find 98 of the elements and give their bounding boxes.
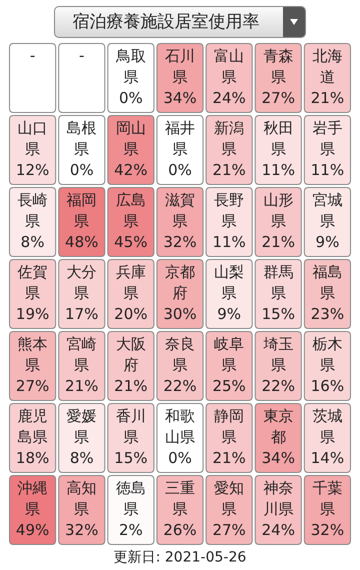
chart-title: 宿泊療養施設居室使用率 [72,11,260,34]
annotation: 滋賀県 [165,190,195,230]
data-label: 11% [212,232,246,251]
data-label: 8% [70,448,94,467]
annotation: 京都府 [165,262,195,302]
data-label: 2% [118,520,143,539]
data-label: 42% [114,160,148,179]
data-label: 21% [310,88,344,107]
annotation: 岩手県 [312,118,342,158]
annotation: 埼玉県 [262,334,294,374]
data-label: 11% [310,160,344,179]
annotation: 群馬県 [263,262,294,302]
data-label: 21% [114,376,148,395]
data-label: 21% [212,160,246,179]
annotation: 東京都 [263,406,294,446]
annotation: 高知県 [66,478,97,518]
annotation: 宮崎県 [66,334,97,374]
annotation: 和歌山県 [165,406,195,446]
annotation: 佐賀県 [18,262,48,302]
annotation: 鹿児島県 [18,406,48,446]
annotation: 山口県 [18,118,48,158]
annotation: 広島県 [116,190,146,230]
data-label: 34% [163,88,197,107]
annotation: 宮城県 [312,190,342,230]
data-label: 14% [310,448,344,467]
data-label: 32% [163,232,197,251]
data-label: 24% [262,520,295,539]
data-label: 32% [310,520,344,539]
data-label: 27% [262,88,295,107]
annotation: 香川県 [116,406,146,446]
annotation: 三重県 [165,478,195,518]
data-label: 21% [212,448,246,467]
annotation: 長野県 [214,190,244,230]
data-label: 0% [168,160,192,179]
data-label: 27% [212,520,246,539]
data-label: 21% [65,376,98,395]
annotation: 熊本県 [18,334,48,374]
data-label: 9% [316,232,340,251]
annotation: 青森県 [263,46,294,86]
annotation: 富山県 [214,46,244,86]
annotation: 福岡県 [66,190,97,230]
annotation: 福井県 [165,118,195,158]
data-label: 12% [16,160,50,179]
annotation: 奈良県 [165,334,195,374]
data-label: 45% [114,232,148,251]
annotation: 沖縄県 [18,478,48,518]
data-label: 23% [310,304,344,323]
annotation: 岡山県 [116,118,146,158]
annotation: 秋田県 [263,118,294,158]
annotation: 千葉県 [312,478,342,518]
annotation: 福島県 [312,262,342,302]
data-label: 25% [212,376,246,395]
text: 更新日: 2021-05-26 [114,550,246,566]
annotation: 北海道 [312,46,342,86]
data-label: 17% [65,304,98,323]
data-label: 15% [114,448,148,467]
data-label: 0% [168,448,192,467]
data-label: 20% [114,304,148,323]
data-label: 32% [65,520,98,539]
data-label: 48% [65,232,98,251]
data-label: 24% [212,88,246,107]
annotation: 山形県 [263,190,294,230]
data-label: 21% [262,232,295,251]
annotation: 愛媛県 [66,406,97,446]
data-label: 49% [16,520,50,539]
annotation: 鳥取県 [114,46,146,86]
annotation: 石川県 [165,46,195,86]
data-label: 18% [16,448,50,467]
data-label: 19% [16,304,50,323]
annotation: 愛知県 [214,478,244,518]
data-label: 16% [310,376,344,395]
annotation: 山梨県 [214,262,244,302]
annotation: 徳島県 [116,478,146,518]
data-label: 22% [262,376,295,395]
annotation: 新潟県 [214,118,244,158]
text: - [30,46,36,64]
annotation: 島根県 [66,118,97,158]
data-label: 11% [262,160,295,179]
annotation: 兵庫県 [116,262,146,302]
data-label: 27% [16,376,50,395]
data-label: 0% [118,88,143,107]
data-label: 26% [163,520,197,539]
annotation: 大分県 [66,262,97,302]
data-label: 22% [163,376,197,395]
annotation: 長崎県 [18,190,48,230]
annotation: 神奈川県 [263,478,294,518]
data-label: 30% [163,304,197,323]
data-label: 34% [262,448,295,467]
data-label: 9% [217,304,242,323]
data-label: 0% [70,160,94,179]
text: - [79,46,84,64]
annotation: 静岡県 [214,406,244,446]
data-label: 15% [262,304,295,323]
annotation: 大阪府 [116,334,146,374]
annotation: 茨城県 [312,406,342,446]
annotation: 栃木県 [312,334,342,374]
annotation: 岐阜県 [214,334,244,374]
data-label: 8% [20,232,44,251]
